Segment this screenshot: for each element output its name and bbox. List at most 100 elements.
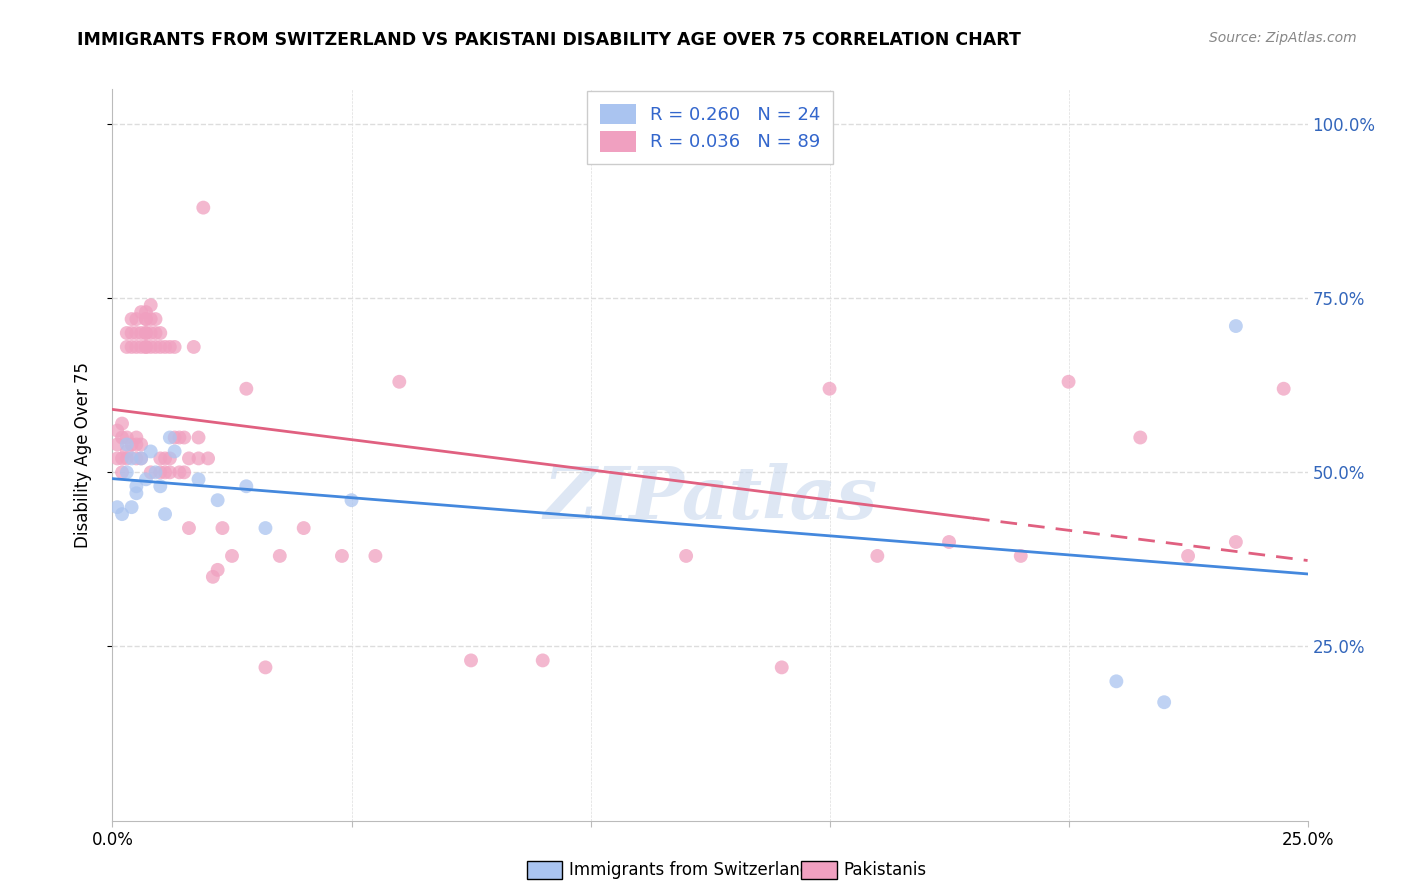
- Point: [292, 521, 315, 535]
- Point: [269, 549, 291, 563]
- Point: [149, 326, 172, 340]
- Point: [1010, 549, 1032, 563]
- Point: [149, 451, 172, 466]
- Point: [866, 549, 889, 563]
- Point: [254, 521, 277, 535]
- Point: [129, 340, 152, 354]
- Point: [139, 340, 162, 354]
- Point: [135, 326, 157, 340]
- Text: Immigrants from Switzerland: Immigrants from Switzerland: [569, 861, 811, 879]
- Point: [211, 521, 233, 535]
- Point: [111, 466, 134, 480]
- Point: [1129, 430, 1152, 444]
- Point: [159, 430, 181, 444]
- Point: [139, 466, 162, 480]
- Point: [125, 312, 148, 326]
- Point: [159, 451, 181, 466]
- Point: [129, 305, 152, 319]
- Point: [197, 451, 219, 466]
- Point: [149, 479, 172, 493]
- Point: [193, 201, 215, 215]
- Point: [187, 430, 209, 444]
- Point: [129, 326, 152, 340]
- Point: [139, 298, 162, 312]
- Point: [330, 549, 353, 563]
- Point: [115, 430, 138, 444]
- Point: [153, 507, 176, 521]
- Point: [105, 500, 128, 515]
- Point: [235, 479, 257, 493]
- Text: IMMIGRANTS FROM SWITZERLAND VS PAKISTANI DISABILITY AGE OVER 75 CORRELATION CHAR: IMMIGRANTS FROM SWITZERLAND VS PAKISTANI…: [77, 31, 1021, 49]
- Text: ZIPatlas: ZIPatlas: [543, 463, 877, 534]
- Point: [364, 549, 387, 563]
- Point: [125, 326, 148, 340]
- Point: [173, 466, 195, 480]
- Point: [1105, 674, 1128, 689]
- Point: [105, 451, 128, 466]
- Point: [153, 340, 176, 354]
- Point: [129, 437, 152, 451]
- Point: [145, 326, 167, 340]
- Point: [187, 451, 209, 466]
- Point: [135, 326, 157, 340]
- Point: [121, 340, 143, 354]
- Point: [125, 451, 148, 466]
- Point: [1225, 535, 1247, 549]
- Point: [187, 472, 209, 486]
- Point: [111, 507, 134, 521]
- Point: [531, 653, 554, 667]
- Point: [169, 466, 191, 480]
- Point: [169, 430, 191, 444]
- Point: [159, 466, 181, 480]
- Point: [105, 437, 128, 451]
- Point: [201, 570, 224, 584]
- Point: [1057, 375, 1080, 389]
- Point: [938, 535, 960, 549]
- Point: [177, 521, 200, 535]
- Point: [111, 417, 134, 431]
- Point: [125, 340, 148, 354]
- Point: [125, 437, 148, 451]
- Point: [1153, 695, 1175, 709]
- Point: [115, 444, 138, 458]
- Point: [129, 451, 152, 466]
- Point: [135, 312, 157, 326]
- Point: [105, 424, 128, 438]
- Point: [163, 340, 186, 354]
- Point: [115, 340, 138, 354]
- Point: [177, 451, 200, 466]
- Point: [340, 493, 363, 508]
- Point: [149, 466, 172, 480]
- Point: [121, 312, 143, 326]
- Point: [183, 340, 205, 354]
- Point: [135, 305, 157, 319]
- Point: [111, 430, 134, 444]
- Text: Pakistanis: Pakistanis: [844, 861, 927, 879]
- Point: [207, 493, 229, 508]
- Point: [460, 653, 482, 667]
- Point: [111, 451, 134, 466]
- Point: [129, 451, 152, 466]
- Point: [163, 444, 186, 458]
- Point: [145, 340, 167, 354]
- Point: [125, 486, 148, 500]
- Point: [139, 312, 162, 326]
- Point: [115, 437, 138, 451]
- Point: [139, 444, 162, 458]
- Legend: R = 0.260   N = 24, R = 0.036   N = 89: R = 0.260 N = 24, R = 0.036 N = 89: [586, 91, 834, 164]
- Point: [135, 312, 157, 326]
- Point: [770, 660, 793, 674]
- Point: [1177, 549, 1199, 563]
- Point: [235, 382, 257, 396]
- Point: [1225, 319, 1247, 334]
- Point: [121, 326, 143, 340]
- Y-axis label: Disability Age Over 75: Disability Age Over 75: [73, 362, 91, 548]
- Point: [115, 451, 138, 466]
- Point: [153, 466, 176, 480]
- Point: [115, 466, 138, 480]
- Point: [173, 430, 195, 444]
- Point: [125, 430, 148, 444]
- Point: [139, 326, 162, 340]
- Point: [221, 549, 243, 563]
- Point: [145, 312, 167, 326]
